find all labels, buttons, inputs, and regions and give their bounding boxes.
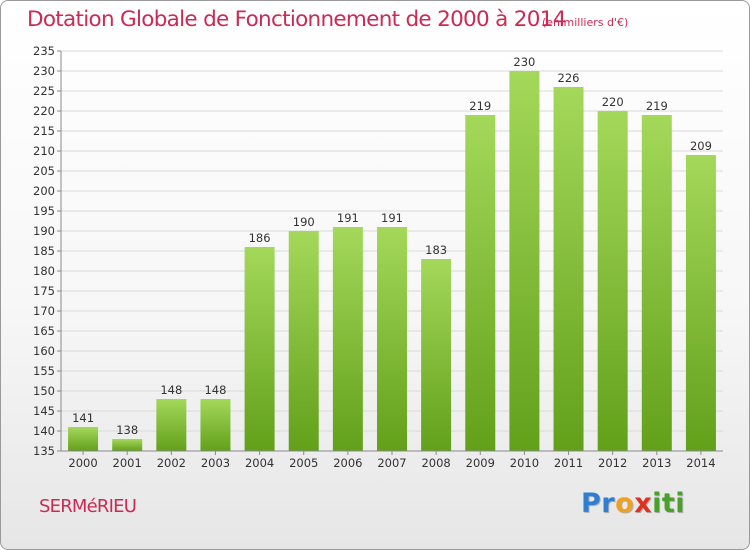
bar-2009 xyxy=(465,115,496,451)
data-label: 190 xyxy=(293,215,315,229)
axes: 135 140 145 150 155 160 165 170 175 180 185 190 195 2… xyxy=(33,44,723,470)
y-tick-label: 230 xyxy=(33,64,55,78)
x-tick-label: 2007 xyxy=(377,456,406,470)
data-label: 138 xyxy=(116,423,138,437)
logo-letter: t xyxy=(661,488,676,519)
x-tick-label: 2011 xyxy=(554,456,583,470)
logo-letter: P xyxy=(581,488,602,519)
data-label: 148 xyxy=(204,383,226,397)
logo-letter: i xyxy=(652,488,662,519)
bar-2011 xyxy=(553,87,584,451)
logo-letter: i xyxy=(675,488,686,519)
y-tick-label: 180 xyxy=(33,264,55,278)
data-label: 219 xyxy=(469,99,491,113)
y-tick-label: 210 xyxy=(33,144,55,158)
y-tick-label: 200 xyxy=(33,184,55,198)
chart-title: Dotation Globale de Fonctionnement de 20… xyxy=(27,7,566,32)
x-tick-label: 2003 xyxy=(201,456,230,470)
y-tick-label: 185 xyxy=(33,244,55,258)
bar-2001 xyxy=(112,439,143,451)
y-tick-label: 195 xyxy=(33,204,55,218)
x-tick-label: 2012 xyxy=(598,456,627,470)
y-tick-label: 160 xyxy=(33,344,55,358)
bar-2010 xyxy=(509,71,540,451)
y-tick-label: 140 xyxy=(33,424,55,438)
x-tick-label: 2004 xyxy=(245,456,274,470)
bars xyxy=(68,71,716,451)
y-tick-label: 165 xyxy=(33,324,55,338)
y-tick-label: 205 xyxy=(33,164,55,178)
commune-name: SERMéRIEU xyxy=(39,496,137,517)
logo-letter: x xyxy=(634,488,653,519)
data-label: 148 xyxy=(160,383,182,397)
x-tick-label: 2014 xyxy=(686,456,715,470)
x-tick-label: 2010 xyxy=(510,456,539,470)
bar-2012 xyxy=(597,111,628,451)
data-label: 230 xyxy=(513,55,535,69)
unit-label: (en milliers d'€) xyxy=(542,16,629,29)
x-tick-label: 2013 xyxy=(642,456,671,470)
x-tick-label: 2005 xyxy=(289,456,318,470)
y-tick-label: 145 xyxy=(33,404,55,418)
y-tick-label: 215 xyxy=(33,124,55,138)
y-tick-label: 170 xyxy=(33,304,55,318)
x-tick-label: 2002 xyxy=(157,456,186,470)
logo-letter: r xyxy=(601,488,616,519)
bar-2013 xyxy=(641,115,672,451)
bar-2005 xyxy=(288,231,319,451)
y-tick-label: 225 xyxy=(33,84,55,98)
bar-2000 xyxy=(68,427,99,451)
bar-2008 xyxy=(421,259,452,451)
x-tick-label: 2006 xyxy=(333,456,362,470)
bar-2006 xyxy=(332,227,363,451)
bar-2004 xyxy=(244,247,275,451)
bar-2003 xyxy=(200,399,231,451)
x-tick-label: 2008 xyxy=(421,456,450,470)
bar-2007 xyxy=(377,227,407,451)
proxiti-logo: Proxiti xyxy=(581,488,685,519)
data-label: 183 xyxy=(425,243,447,257)
data-label: 209 xyxy=(690,139,712,153)
y-tick-label: 155 xyxy=(33,364,55,378)
y-tick-label: 235 xyxy=(33,44,55,58)
bar-2014 xyxy=(685,155,716,451)
x-tick-label: 2001 xyxy=(113,456,142,470)
y-tick-label: 135 xyxy=(33,444,55,458)
y-tick-label: 150 xyxy=(33,384,55,398)
data-label: 219 xyxy=(646,99,668,113)
y-tick-label: 220 xyxy=(33,104,55,118)
y-tick-label: 175 xyxy=(33,284,55,298)
data-label: 220 xyxy=(602,95,624,109)
x-tick-label: 2009 xyxy=(466,456,495,470)
data-label: 191 xyxy=(337,211,359,225)
y-tick-label: 190 xyxy=(33,224,55,238)
data-label: 186 xyxy=(249,231,271,245)
x-tick-label: 2000 xyxy=(68,456,97,470)
bar-2002 xyxy=(156,399,187,451)
data-label: 226 xyxy=(558,71,580,85)
data-labels: 141 138 148 148 186 190 191 191 183 219 230 226 220 2… xyxy=(72,55,712,437)
data-label: 141 xyxy=(72,411,94,425)
logo-letter: o xyxy=(615,488,635,519)
data-label: 191 xyxy=(381,211,403,225)
